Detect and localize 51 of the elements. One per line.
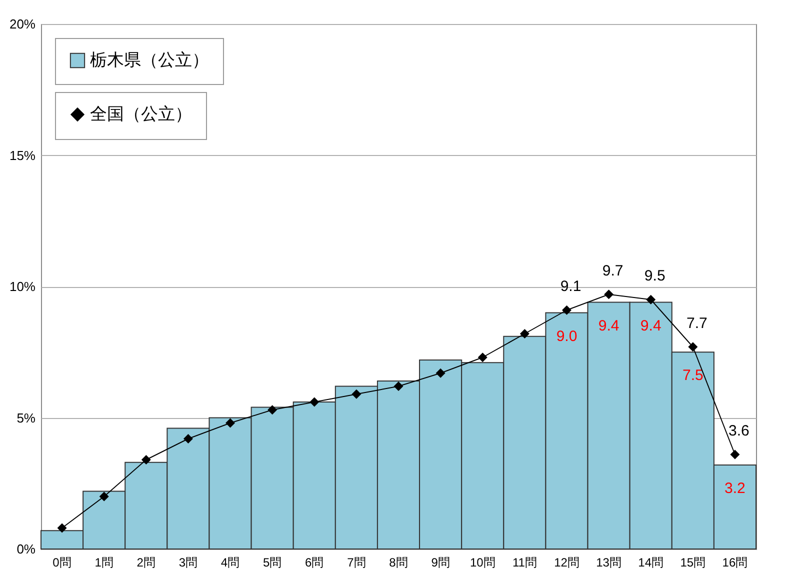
x-tick-label: 10問 [470, 556, 496, 570]
point [394, 382, 404, 391]
point [141, 455, 151, 464]
legend-label: 全国（公立） [90, 104, 192, 124]
x-tick-label: 16問 [722, 556, 748, 570]
x-tick-label: 2問 [136, 556, 156, 570]
point [268, 405, 278, 415]
data-label: 7.7 [686, 314, 708, 332]
point [520, 329, 530, 338]
x-tick-label: 15問 [680, 556, 706, 570]
x-tick-label: 1問 [94, 556, 114, 570]
data-label: 3.2 [724, 480, 746, 497]
legend-label: 栃木県（公立） [90, 50, 209, 70]
data-label: 9.4 [640, 317, 662, 334]
x-tick-label: 9問 [431, 556, 450, 570]
x-tick-label: 6問 [305, 556, 324, 570]
point [436, 368, 446, 378]
x-tick-label: 14問 [638, 556, 664, 570]
point [352, 389, 362, 399]
data-label: 7.5 [682, 367, 704, 384]
data-label: 9.7 [602, 262, 624, 280]
point [562, 305, 572, 315]
x-tick-label: 11問 [512, 556, 537, 570]
point [183, 434, 193, 444]
point [730, 450, 740, 460]
y-tick-label: 20% [9, 16, 36, 32]
point [226, 418, 236, 428]
x-tick-label: 3問 [178, 556, 198, 570]
y-tick-label: 5% [16, 410, 36, 426]
data-label: 9.4 [598, 317, 620, 334]
data-label: 3.6 [728, 422, 750, 440]
x-tick-label: 5問 [262, 556, 282, 570]
point [478, 352, 488, 362]
y-tick-label: 10% [9, 279, 36, 294]
data-label: 9.5 [644, 268, 666, 285]
point [646, 294, 656, 304]
point [688, 342, 698, 352]
x-tick-label: 12問 [554, 556, 580, 570]
y-tick-label: 15% [9, 148, 36, 163]
point [99, 492, 109, 502]
y-tick-label: 0% [16, 542, 36, 556]
point [604, 290, 614, 300]
x-tick-label: 13問 [596, 556, 622, 570]
x-tick-label: 8問 [389, 556, 408, 570]
x-tick-label: 7問 [347, 556, 366, 570]
x-tick-label: 0問 [52, 556, 72, 570]
data-label: 9.0 [556, 328, 578, 345]
point [57, 523, 67, 533]
point [310, 397, 320, 407]
data-label: 9.1 [560, 278, 582, 296]
x-tick-label: 4問 [220, 556, 240, 570]
